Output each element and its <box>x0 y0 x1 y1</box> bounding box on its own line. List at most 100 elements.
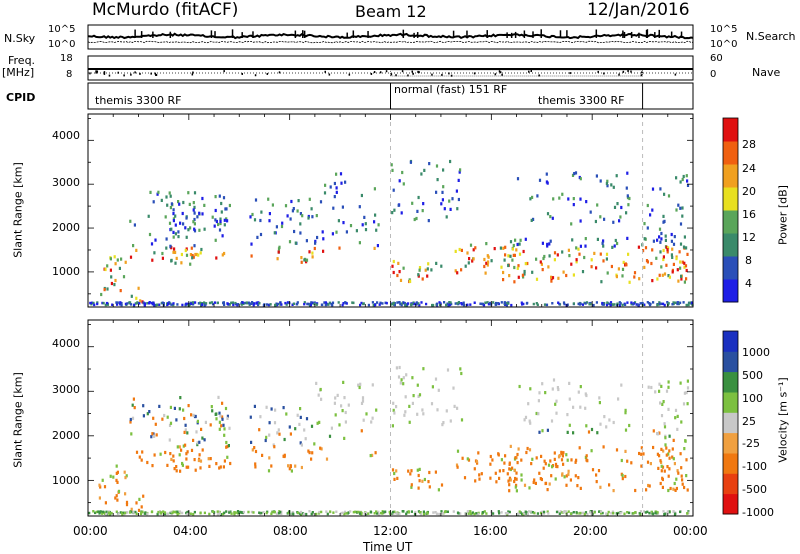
velocity-ground-cell <box>414 510 417 514</box>
power-cell <box>685 277 688 281</box>
velocity-cell <box>151 464 154 468</box>
velocity-cell <box>684 439 687 443</box>
power-cell <box>626 236 629 240</box>
power-ground-cell <box>306 302 309 306</box>
velocity-cell <box>515 483 518 487</box>
power-cell <box>579 219 582 223</box>
power-cell <box>363 215 366 219</box>
velocity-cbar-1000: 1000 <box>742 346 770 359</box>
velocity-ground-cell <box>507 510 510 513</box>
power-cell <box>224 207 227 211</box>
velocity-cell <box>142 414 145 418</box>
velocity-ground-cell <box>233 512 236 516</box>
power-cell <box>515 248 518 252</box>
velocity-cell <box>179 396 182 400</box>
velocity-cell <box>222 465 225 469</box>
power-ground-cell <box>315 303 318 306</box>
velocity-cbar-m1000: -1000 <box>742 506 774 519</box>
power-cell <box>135 248 138 252</box>
velocity-ground-cell <box>315 512 318 516</box>
power-cell <box>686 179 689 183</box>
power-ground-cell <box>445 303 448 307</box>
velocity-ground-cell <box>572 511 575 514</box>
power-cell <box>667 274 670 278</box>
power-cell <box>662 214 665 218</box>
power-cell <box>189 262 192 266</box>
power-cell <box>106 264 109 268</box>
power-cell <box>509 240 513 244</box>
power-cell <box>392 188 395 192</box>
power-cell <box>615 174 618 178</box>
velocity-cell <box>296 413 299 417</box>
velocity-colorbar-segment <box>723 412 738 434</box>
power-cell <box>517 275 520 279</box>
velocity-cell <box>516 461 519 465</box>
power-cell <box>449 207 452 211</box>
velocity-cell <box>117 489 121 493</box>
power-cell <box>259 218 262 223</box>
power-ground-cell <box>126 302 129 305</box>
power-cell <box>193 191 197 195</box>
power-ground-cell <box>671 303 674 306</box>
power-cell <box>570 262 573 266</box>
velocity-cell <box>416 383 419 387</box>
power-cell <box>547 265 550 269</box>
velocity-cell <box>264 438 267 443</box>
power-cell <box>201 212 204 216</box>
velocity-cell <box>190 448 194 452</box>
velocity-ground-cell <box>668 510 671 513</box>
velocity-ground-cell <box>469 512 472 515</box>
velocity-cell <box>221 401 224 405</box>
nave-dot <box>385 70 388 73</box>
power-ground-cell <box>276 302 279 306</box>
velocity-cell <box>498 469 501 473</box>
power-ground-cell <box>636 303 639 306</box>
velocity-ground-cell <box>132 511 135 515</box>
velocity-cell <box>430 402 434 406</box>
power-ground-cell <box>168 301 171 304</box>
power-cell <box>400 211 403 215</box>
velocity-cell <box>218 411 221 415</box>
velocity-cell <box>537 412 540 416</box>
velocity-cell <box>508 483 511 487</box>
power-cell <box>289 217 292 221</box>
power-cell <box>664 234 667 238</box>
velocity-cell <box>579 405 582 409</box>
power-ground-cell <box>105 301 109 305</box>
power-cell <box>616 202 619 206</box>
power-colorbar-segment <box>723 256 738 280</box>
power-ground-cell <box>578 303 581 306</box>
velocity-cell <box>169 421 173 425</box>
velocity-ground-cell <box>150 510 153 514</box>
power-ytick-4000: 4000 <box>52 129 80 142</box>
power-cell <box>373 187 376 191</box>
velocity-cell <box>99 485 102 489</box>
power-cell <box>409 160 412 164</box>
velocity-ground-cell <box>469 510 472 513</box>
velocity-cell <box>511 466 514 470</box>
power-cell <box>132 244 135 248</box>
power-colorbar-segment <box>723 164 738 188</box>
velocity-cell <box>330 426 333 430</box>
power-ground-cell <box>144 302 147 305</box>
power-cell <box>290 199 293 204</box>
power-colorbar-segment <box>723 118 738 142</box>
velocity-cell <box>114 496 117 500</box>
velocity-cell <box>402 382 405 386</box>
power-ground-cell <box>558 302 561 306</box>
velocity-ground-cell <box>367 512 370 515</box>
velocity-cell <box>673 462 676 466</box>
power-cell <box>589 210 592 214</box>
velocity-cell <box>254 462 257 466</box>
power-ground-cell <box>457 301 460 304</box>
power-cell <box>426 267 429 271</box>
velocity-cell <box>207 457 210 461</box>
velocity-cell <box>569 478 572 482</box>
power-cell <box>583 255 586 260</box>
velocity-cell <box>508 489 511 493</box>
velocity-ground-cell <box>564 510 567 514</box>
power-cell <box>165 195 168 199</box>
velocity-ground-cell <box>508 510 511 514</box>
velocity-cell <box>268 421 271 425</box>
velocity-cell <box>538 471 541 475</box>
